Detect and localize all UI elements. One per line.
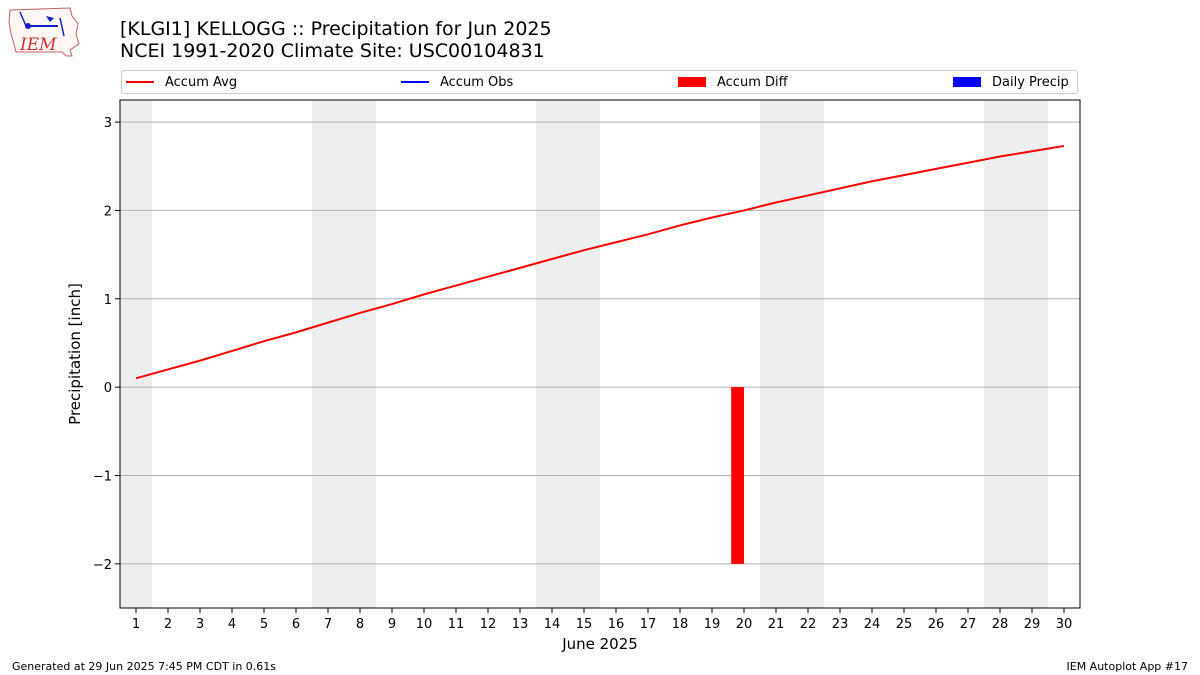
weekend-shade-0	[120, 100, 152, 608]
y-tick-label-2: 2	[104, 204, 112, 219]
x-tick-label-14: 14	[544, 617, 561, 632]
x-tick-label-16: 16	[608, 617, 625, 632]
y-tick-label-1: 1	[104, 293, 112, 308]
series-line-accum-avg	[135, 144, 1065, 380]
x-tick-label-7: 7	[324, 617, 332, 632]
chart-subtitle: NCEI 1991-2020 Climate Site: USC00104831	[120, 40, 545, 62]
weekend-shade-1	[312, 100, 376, 608]
y-tick-label--2: −2	[93, 558, 112, 573]
plot-frame	[119, 99, 1081, 609]
x-tick-label-1: 1	[132, 617, 140, 632]
x-tick-label-27: 27	[960, 617, 977, 632]
legend-label-accum-diff: Accum Diff	[717, 74, 788, 90]
x-tick-label-17: 17	[640, 617, 657, 632]
x-tick-label-19: 19	[704, 617, 721, 632]
x-tick-label-5: 5	[260, 617, 268, 632]
footer-generated: Generated at 29 Jun 2025 7:45 PM CDT in …	[12, 660, 277, 673]
weekend-shade-4	[984, 100, 1048, 608]
y-tick-label--1: −1	[93, 469, 112, 484]
x-tick-label-26: 26	[928, 617, 945, 632]
x-tick-label-23: 23	[832, 617, 849, 632]
x-tick-label-29: 29	[1024, 617, 1041, 632]
x-tick-label-11: 11	[448, 617, 465, 632]
iem-logo: IEM	[8, 7, 80, 57]
x-tick-label-18: 18	[672, 617, 689, 632]
legend-label-accum-avg: Accum Avg	[165, 74, 238, 90]
x-tick-label-22: 22	[800, 617, 817, 632]
chart-legend: Accum Avg Accum Obs Accum Diff Daily Pre…	[121, 70, 1078, 94]
x-axis-label: June 2025	[561, 635, 638, 653]
x-tick-label-21: 21	[768, 617, 785, 632]
chart-title: [KLGI1] KELLOGG :: Precipitation for Jun…	[120, 18, 552, 40]
legend-item-accum-avg: Accum Avg	[126, 71, 237, 93]
weekend-shade-3	[760, 100, 824, 608]
x-tick-label-13: 13	[512, 617, 529, 632]
x-tick-label-9: 9	[388, 617, 396, 632]
x-tick-label-15: 15	[576, 617, 593, 632]
x-tick-label-25: 25	[896, 617, 913, 632]
x-tick-label-30: 30	[1056, 617, 1073, 632]
x-tick-label-24: 24	[864, 617, 881, 632]
legend-item-accum-obs: Accum Obs	[401, 71, 513, 93]
legend-label-accum-obs: Accum Obs	[440, 74, 514, 90]
legend-label-daily-precip: Daily Precip	[992, 74, 1069, 90]
x-tick-label-10: 10	[416, 617, 433, 632]
x-tick-label-3: 3	[196, 617, 204, 632]
y-tick-label-3: 3	[104, 116, 112, 131]
x-tick-label-12: 12	[480, 617, 497, 632]
legend-swatch-accum-obs	[401, 81, 429, 83]
x-tick-label-2: 2	[164, 617, 172, 632]
footer-app: IEM Autoplot App #17	[1066, 660, 1189, 673]
y-axis-label: Precipitation [inch]	[66, 283, 84, 425]
logo-text: IEM	[19, 35, 57, 55]
bar-accum-diff-0	[731, 387, 744, 564]
y-tick-label-0: 0	[104, 381, 112, 396]
x-tick-label-8: 8	[356, 617, 364, 632]
legend-swatch-accum-avg	[126, 81, 154, 83]
x-tick-label-4: 4	[228, 617, 236, 632]
legend-item-accum-diff: Accum Diff	[678, 71, 788, 93]
x-tick-label-28: 28	[992, 617, 1009, 632]
legend-swatch-daily-precip	[953, 77, 981, 87]
x-tick-label-6: 6	[292, 617, 300, 632]
legend-item-daily-precip: Daily Precip	[953, 71, 1069, 93]
weekend-shade-2	[536, 100, 600, 608]
x-tick-label-20: 20	[736, 617, 753, 632]
legend-swatch-accum-diff	[678, 77, 706, 87]
